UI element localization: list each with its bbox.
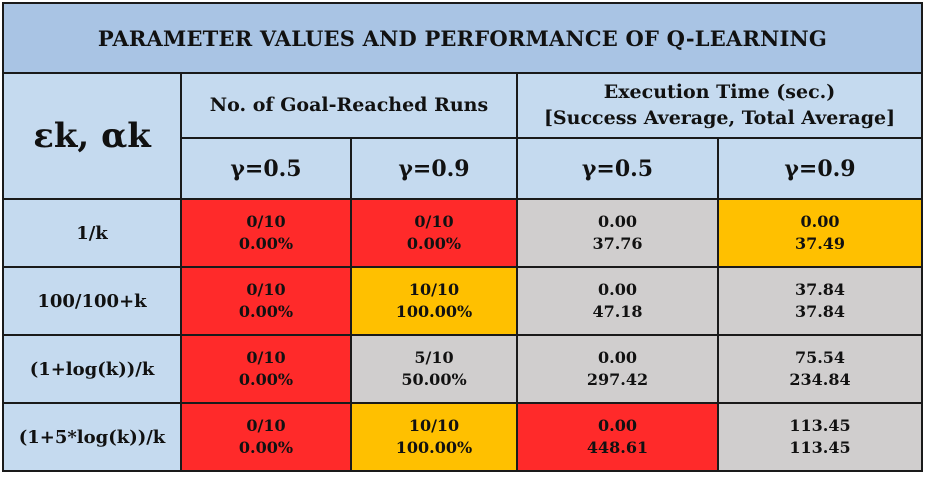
cell-line1: 10/10: [408, 415, 460, 435]
cell-line1: 10/10: [408, 279, 460, 299]
exec-time-header: Execution Time (sec.) [Success Average, …: [516, 71, 923, 140]
cell-line1: 0/10: [414, 211, 454, 231]
gamma-header: γ=0.9: [350, 137, 518, 200]
cell-line1: 0/10: [246, 279, 286, 299]
cell-line2: 113.45: [789, 438, 851, 457]
cell-line2: 0.00%: [238, 370, 294, 389]
result-cell: 10/10 100.00%: [350, 266, 518, 336]
result-cell: 0.00 37.76: [516, 198, 719, 268]
result-cell: 113.45 113.45: [717, 402, 923, 472]
table-row: (1+log(k))/k 0/10 0.00% 5/10 50.00% 0.00 29…: [2, 334, 923, 404]
results-table: PARAMETER VALUES AND PERFORMANCE OF Q-LE…: [2, 2, 923, 472]
table-row: 1/k 0/10 0.00% 0/10 0.00% 0.00 37.76 0.00 37…: [2, 198, 923, 268]
table-row: 100/100+k 0/10 0.00% 10/10 100.00% 0.00 47.…: [2, 266, 923, 336]
gamma-header: γ=0.5: [180, 137, 352, 200]
cell-line1: 75.54: [794, 347, 846, 367]
cell-line1: 0.00: [598, 347, 637, 367]
cell-line2: 37.49: [794, 234, 846, 253]
result-cell: 37.84 37.84: [717, 266, 923, 336]
gamma-header: γ=0.9: [717, 137, 923, 200]
result-cell: 0/10 0.00%: [350, 198, 518, 268]
result-cell: 0.00 297.42: [516, 334, 719, 404]
result-cell: 0/10 0.00%: [180, 198, 352, 268]
result-cell: 0/10 0.00%: [180, 402, 352, 472]
exec-time-header-line2: [Success Average, Total Average]: [543, 106, 896, 129]
cell-line1: 0.00: [800, 211, 840, 231]
cell-line1: 0/10: [246, 347, 286, 367]
result-cell: 0.00 448.61: [516, 402, 719, 472]
result-cell: 0/10 0.00%: [180, 266, 352, 336]
cell-line2: 0.00%: [238, 438, 294, 457]
cell-line2: 0.00%: [238, 234, 294, 253]
cell-line2: 47.18: [592, 302, 643, 321]
row-label: 1/k: [2, 198, 182, 268]
result-cell: 0.00 37.49: [717, 198, 923, 268]
cell-line1: 0/10: [246, 211, 286, 231]
row-label: (1+log(k))/k: [2, 334, 182, 404]
row-label: (1+5*log(k))/k: [2, 402, 182, 472]
cell-line1: 5/10: [414, 347, 454, 367]
exec-time-header-line1: Execution Time (sec.): [603, 80, 836, 103]
cell-line1: 113.45: [789, 415, 851, 435]
goal-runs-header: No. of Goal-Reached Runs: [180, 71, 518, 140]
cell-line1: 0/10: [246, 415, 286, 435]
cell-line1: 0.00: [598, 211, 637, 231]
result-cell: 5/10 50.00%: [350, 334, 518, 404]
cell-line1: 0.00: [598, 415, 637, 435]
cell-line2: 100.00%: [395, 302, 473, 321]
cell-line1: 0.00: [598, 279, 637, 299]
cell-line2: 37.84: [794, 302, 846, 321]
cell-line2: 297.42: [586, 370, 649, 389]
table-title: PARAMETER VALUES AND PERFORMANCE OF Q-LE…: [2, 2, 923, 74]
row-label: 100/100+k: [2, 266, 182, 336]
result-cell: 10/10 100.00%: [350, 402, 518, 472]
cell-line2: 0.00%: [238, 302, 294, 321]
result-cell: 0.00 47.18: [516, 266, 719, 336]
cell-line2: 448.61: [586, 438, 649, 457]
table-body: 1/k 0/10 0.00% 0/10 0.00% 0.00 37.76 0.00 37…: [2, 198, 923, 472]
parameter-symbol-header: εk, αk: [2, 72, 182, 200]
cell-line2: 37.76: [592, 234, 643, 253]
table-row: (1+5*log(k))/k 0/10 0.00% 10/10 100.00% 0.…: [2, 402, 923, 472]
cell-line2: 50.00%: [401, 370, 467, 389]
cell-line1: 37.84: [794, 279, 846, 299]
cell-line2: 234.84: [789, 370, 851, 389]
cell-line2: 0.00%: [406, 234, 462, 253]
result-cell: 75.54 234.84: [717, 334, 923, 404]
gamma-header: γ=0.5: [516, 137, 719, 200]
result-cell: 0/10 0.00%: [180, 334, 352, 404]
cell-line2: 100.00%: [395, 438, 473, 457]
